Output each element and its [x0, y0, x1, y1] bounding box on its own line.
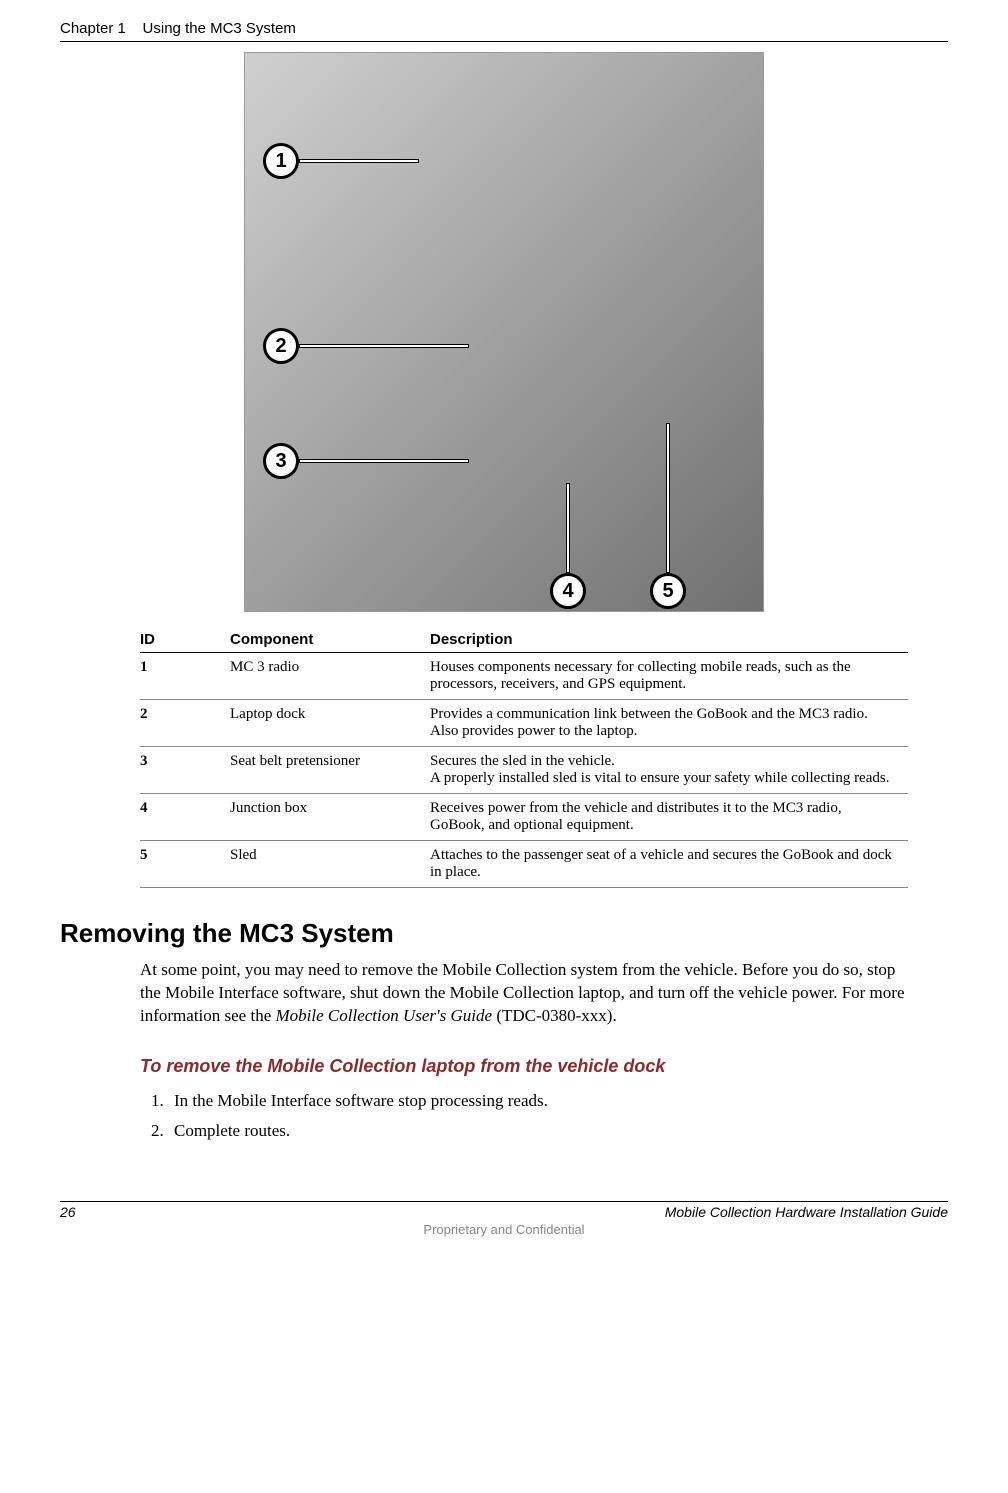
th-id: ID	[140, 627, 230, 653]
doc-title: Mobile Collection Hardware Installation …	[665, 1204, 948, 1220]
callout-4-label: 4	[562, 580, 573, 603]
th-description: Description	[430, 627, 908, 653]
page-header: Chapter 1 Using the MC3 System	[60, 20, 948, 42]
table-row: 3 Seat belt pretensioner Secures the sle…	[140, 747, 908, 794]
table-body: 1 MC 3 radio Houses components necessary…	[140, 653, 908, 888]
figure-image: 1 2 3 4 5	[244, 52, 764, 612]
step-item: Complete routes.	[168, 1121, 908, 1141]
callout-5-line	[666, 423, 670, 573]
th-component: Component	[230, 627, 430, 653]
callout-4: 4	[550, 573, 586, 609]
cell-id: 3	[140, 747, 230, 794]
cell-component: Laptop dock	[230, 700, 430, 747]
callout-2-line	[299, 344, 469, 348]
confidential-label: Proprietary and Confidential	[60, 1222, 948, 1237]
callout-4-line	[566, 483, 570, 573]
figure: 1 2 3 4 5	[60, 52, 948, 617]
table-row: 5 Sled Attaches to the passenger seat of…	[140, 841, 908, 888]
sub-heading: To remove the Mobile Collection laptop f…	[140, 1056, 908, 1077]
callout-2-label: 2	[275, 335, 286, 358]
cell-component: Junction box	[230, 794, 430, 841]
cell-id: 4	[140, 794, 230, 841]
cell-id: 2	[140, 700, 230, 747]
page-footer: 26 Mobile Collection Hardware Installati…	[60, 1201, 948, 1237]
table-row: 2 Laptop dock Provides a communication l…	[140, 700, 908, 747]
body-italic: Mobile Collection User's Guide	[276, 1006, 493, 1025]
cell-description: Attaches to the passenger seat of a vehi…	[430, 841, 908, 888]
callout-5: 5	[650, 573, 686, 609]
chapter-label: Chapter 1	[60, 20, 126, 37]
cell-description: Provides a communication link between th…	[430, 700, 908, 747]
step-item: In the Mobile Interface software stop pr…	[168, 1091, 908, 1111]
cell-description: Secures the sled in the vehicle. A prope…	[430, 747, 908, 794]
component-table: ID Component Description 1 MC 3 radio Ho…	[140, 627, 908, 888]
cell-id: 5	[140, 841, 230, 888]
section-body: At some point, you may need to remove th…	[140, 959, 908, 1028]
callout-1-line	[299, 159, 419, 163]
callout-3: 3	[263, 443, 299, 479]
callout-3-line	[299, 459, 469, 463]
callout-3-label: 3	[275, 450, 286, 473]
chapter-title: Using the MC3 System	[143, 20, 296, 37]
callout-1: 1	[263, 143, 299, 179]
body-suffix: (TDC-0380-xxx).	[492, 1006, 617, 1025]
table-row: 4 Junction box Receives power from the v…	[140, 794, 908, 841]
cell-description: Houses components necessary for collecti…	[430, 653, 908, 700]
cell-component: MC 3 radio	[230, 653, 430, 700]
steps-list: In the Mobile Interface software stop pr…	[140, 1091, 908, 1141]
cell-component: Seat belt pretensioner	[230, 747, 430, 794]
section-heading: Removing the MC3 System	[60, 918, 948, 949]
cell-component: Sled	[230, 841, 430, 888]
callout-1-label: 1	[275, 150, 286, 173]
cell-description: Receives power from the vehicle and dist…	[430, 794, 908, 841]
callout-2: 2	[263, 328, 299, 364]
cell-id: 1	[140, 653, 230, 700]
callout-5-label: 5	[662, 580, 673, 603]
table-row: 1 MC 3 radio Houses components necessary…	[140, 653, 908, 700]
page-number: 26	[60, 1204, 76, 1220]
